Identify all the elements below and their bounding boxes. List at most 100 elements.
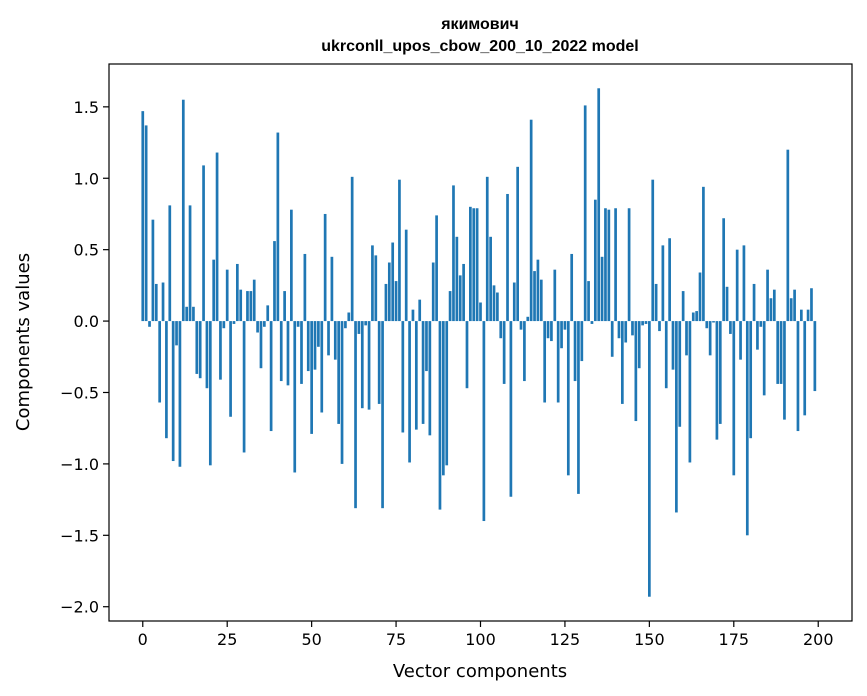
bar-152: [654, 283, 658, 322]
bar-195: [799, 309, 803, 322]
bar-112: [519, 321, 523, 330]
bar-89: [442, 321, 445, 476]
bar-55: [327, 321, 330, 356]
bar-9: [171, 321, 175, 462]
y-tick-label-2: −1.0: [60, 455, 99, 474]
bar-70: [377, 321, 381, 404]
bar-124: [560, 321, 563, 349]
bar-38: [269, 321, 273, 432]
bar-196: [803, 321, 807, 416]
bar-91: [448, 291, 452, 322]
bar-179: [745, 321, 749, 536]
x-tick-label-125: 125: [550, 630, 581, 649]
bar-182: [756, 321, 759, 350]
bar-168: [708, 321, 712, 356]
bar-86: [431, 262, 435, 322]
y-tick-label-7: 1.5: [74, 98, 99, 117]
bar-42: [283, 291, 286, 322]
bar-12: [181, 99, 185, 322]
bar-157: [671, 321, 675, 370]
bar-167: [705, 321, 709, 329]
bars-group: [141, 88, 817, 597]
bar-6: [161, 282, 165, 322]
bar-40: [276, 132, 280, 322]
bar-2: [148, 321, 151, 327]
bar-188: [776, 321, 780, 384]
bar-57: [333, 321, 337, 360]
bar-122: [553, 269, 557, 322]
bar-75: [394, 281, 398, 322]
bar-11: [178, 321, 182, 467]
bar-95: [462, 263, 465, 322]
bar-77: [401, 321, 405, 433]
bar-49: [306, 321, 310, 372]
x-axis-label: Vector components: [393, 661, 567, 682]
bar-162: [688, 321, 692, 463]
bar-24: [222, 321, 226, 329]
bar-59: [340, 321, 344, 464]
bar-133: [590, 321, 594, 324]
bar-135: [597, 88, 601, 322]
bar-183: [759, 321, 763, 327]
bar-14: [188, 205, 192, 322]
bar-20: [208, 321, 212, 466]
bar-131: [583, 105, 587, 322]
y-axis: −2.0 −1.5 −1.0 −0.5 0.0 0.5 1.0 1.5: [60, 98, 109, 617]
bar-3: [151, 219, 155, 322]
bar-92: [452, 185, 455, 322]
bar-154: [661, 245, 665, 322]
bar-156: [668, 238, 671, 322]
x-tick-label-75: 75: [386, 630, 406, 649]
bar-142: [620, 321, 624, 404]
bar-106: [499, 321, 503, 339]
bar-194: [796, 321, 800, 432]
bar-126: [566, 321, 570, 476]
bar-140: [614, 208, 617, 322]
bar-87: [435, 215, 438, 322]
bar-5: [158, 321, 162, 403]
bar-121: [550, 321, 553, 342]
bar-94: [458, 275, 462, 322]
bar-198: [810, 288, 813, 322]
bar-67: [367, 321, 371, 410]
bar-99: [475, 208, 479, 322]
bar-63: [354, 321, 357, 509]
bar-177: [739, 321, 742, 360]
bar-52: [317, 321, 320, 347]
bar-180: [749, 321, 753, 439]
bar-160: [681, 291, 685, 322]
bar-61: [347, 312, 351, 322]
bar-136: [600, 256, 604, 322]
bar-15: [192, 306, 195, 322]
bar-0: [141, 111, 145, 322]
bar-185: [766, 269, 769, 322]
bar-10: [175, 321, 178, 346]
bar-60: [344, 321, 347, 329]
x-tick-label-0: 0: [138, 630, 148, 649]
bar-169: [712, 321, 715, 323]
bar-158: [675, 321, 678, 513]
bar-71: [381, 321, 384, 509]
y-tick-label-0: −2.0: [60, 598, 99, 617]
bar-78: [404, 229, 408, 322]
bar-150: [648, 321, 651, 597]
bar-143: [624, 321, 628, 343]
bar-137: [604, 208, 607, 322]
bar-172: [722, 218, 726, 322]
bar-100: [479, 302, 482, 322]
bar-39: [273, 241, 276, 322]
x-axis: 0 25 50 75 100 125 150 175 200: [138, 621, 834, 649]
bar-29: [239, 289, 243, 322]
bar-79: [408, 321, 411, 463]
bar-120: [546, 321, 550, 339]
bar-103: [489, 236, 492, 322]
chart-title: якимович: [440, 16, 519, 33]
bar-187: [772, 289, 776, 322]
bar-104: [492, 285, 496, 322]
bar-84: [425, 321, 428, 372]
bar-129: [577, 321, 580, 494]
bar-4: [154, 283, 158, 322]
bar-45: [293, 321, 297, 473]
bar-72: [384, 283, 388, 322]
